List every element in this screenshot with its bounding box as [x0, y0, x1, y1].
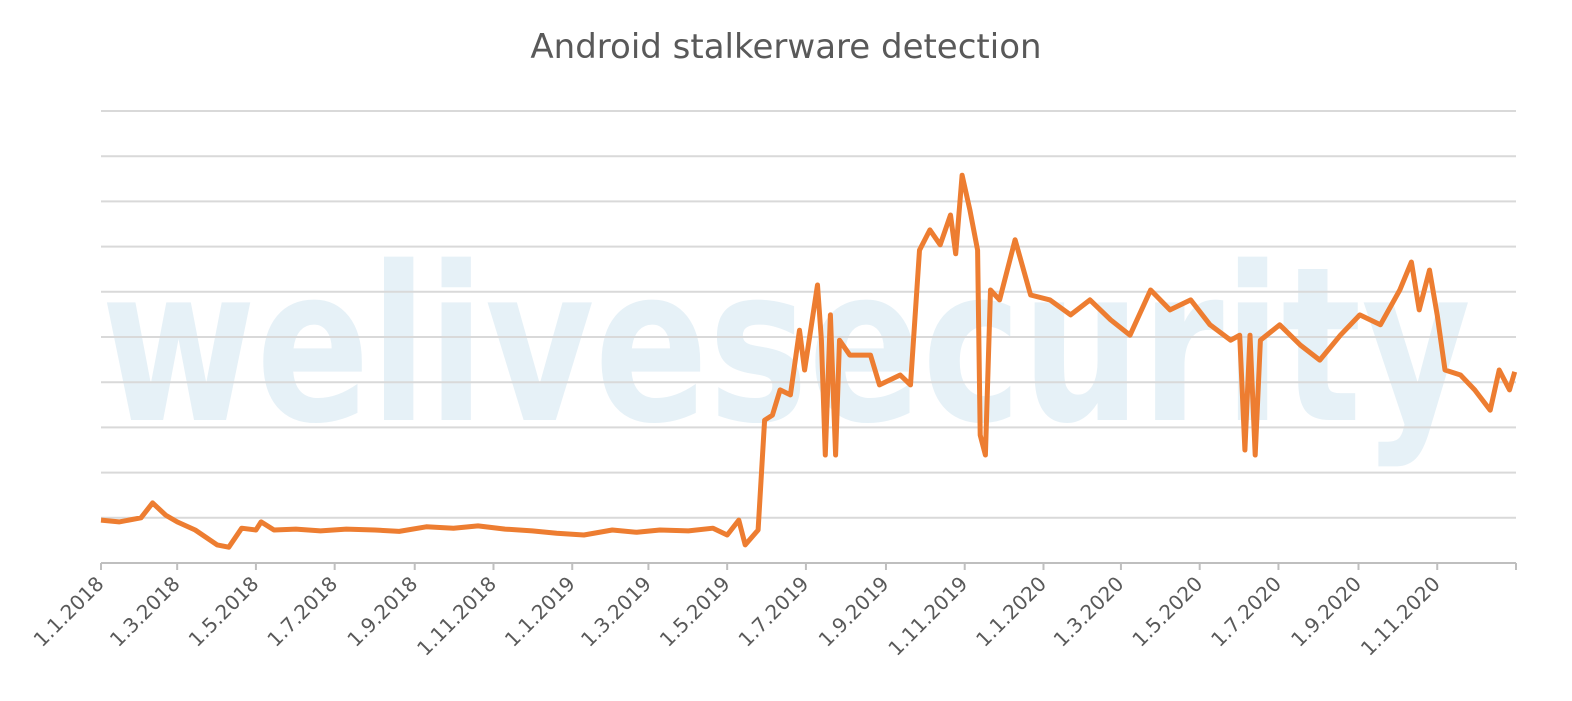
x-tick-label: 1.3.2019: [576, 572, 656, 652]
x-tick-label: 1.5.2020: [1127, 572, 1207, 652]
x-tick-label: 1.11.2018: [412, 572, 501, 661]
x-tick-label: 1.9.2018: [342, 572, 422, 652]
x-tick-label: 1.7.2019: [734, 572, 814, 652]
x-tick-label: 1.5.2019: [655, 572, 735, 652]
x-tick-label: 1.1.2019: [500, 572, 580, 652]
data-line: [100, 172, 1518, 550]
x-tick-label: 1.11.2019: [883, 572, 972, 661]
x-tick-label: 1.1.2018: [29, 572, 109, 652]
chart-title: Android stalkerware detection: [530, 27, 1041, 67]
x-tick-label: 1.3.2020: [1049, 572, 1129, 652]
x-tick-label: 1.7.2020: [1206, 572, 1286, 652]
x-tick-label: 1.5.2018: [184, 572, 264, 652]
x-tick-label: 1.11.2020: [1356, 572, 1445, 661]
x-tick-label: 1.9.2020: [1286, 572, 1366, 652]
watermark: welivesecurity: [101, 220, 1471, 471]
x-tick-label: 1.9.2019: [814, 572, 894, 652]
x-tick-label: 1.1.2020: [971, 572, 1051, 652]
x-tick-label: 1.3.2018: [105, 572, 185, 652]
x-tick-label: 1.7.2018: [262, 572, 342, 652]
